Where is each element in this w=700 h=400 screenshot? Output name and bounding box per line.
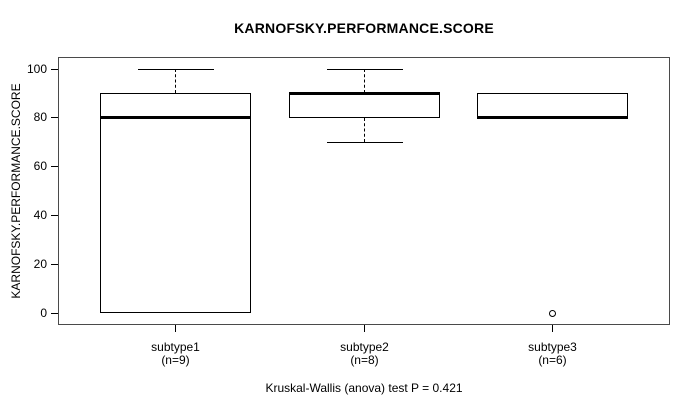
group-label: subtype2 (n=8)	[295, 341, 435, 367]
y-tick-mark	[51, 117, 58, 119]
whisker-upper	[175, 69, 176, 94]
group-label: subtype1 (n=9)	[106, 341, 246, 367]
group-name: subtype1	[151, 340, 200, 354]
y-tick-mark	[51, 166, 58, 168]
box	[477, 93, 628, 118]
y-tick-label: 20	[33, 256, 47, 271]
plot-area	[58, 57, 670, 325]
y-tick-label: 0	[40, 305, 47, 320]
chart-title: KARNOFSKY.PERFORMANCE.SCORE	[234, 20, 494, 36]
y-tick-label: 40	[33, 208, 47, 223]
y-tick-label: 60	[33, 159, 47, 174]
y-tick-mark	[51, 68, 58, 70]
whisker-upper	[364, 69, 365, 94]
whisker-cap-upper	[137, 68, 214, 70]
y-tick-label: 80	[33, 110, 47, 125]
whisker-cap-upper	[326, 68, 403, 70]
box	[100, 93, 251, 314]
y-tick-label: 100	[26, 61, 47, 76]
group-name: subtype2	[340, 340, 389, 354]
median-line	[100, 116, 251, 120]
group-sample-size: (n=9)	[161, 353, 190, 367]
group-name: subtype3	[528, 340, 577, 354]
median-line	[289, 91, 440, 95]
box	[289, 93, 440, 118]
group-label: subtype3 (n=6)	[483, 341, 623, 367]
whisker-lower	[364, 117, 365, 143]
whisker-cap-lower	[326, 141, 403, 143]
group-sample-size: (n=6)	[538, 353, 567, 367]
x-tick-mark	[175, 325, 176, 332]
y-tick-mark	[51, 312, 58, 314]
x-tick-mark	[552, 325, 553, 332]
y-tick-mark	[51, 215, 58, 217]
median-line	[477, 116, 628, 120]
stat-test-caption: Kruskal-Wallis (anova) test P = 0.421	[265, 381, 463, 395]
y-tick-mark	[51, 263, 58, 265]
group-sample-size: (n=8)	[350, 353, 379, 367]
x-tick-mark	[364, 325, 365, 332]
outlier-point	[549, 309, 556, 317]
